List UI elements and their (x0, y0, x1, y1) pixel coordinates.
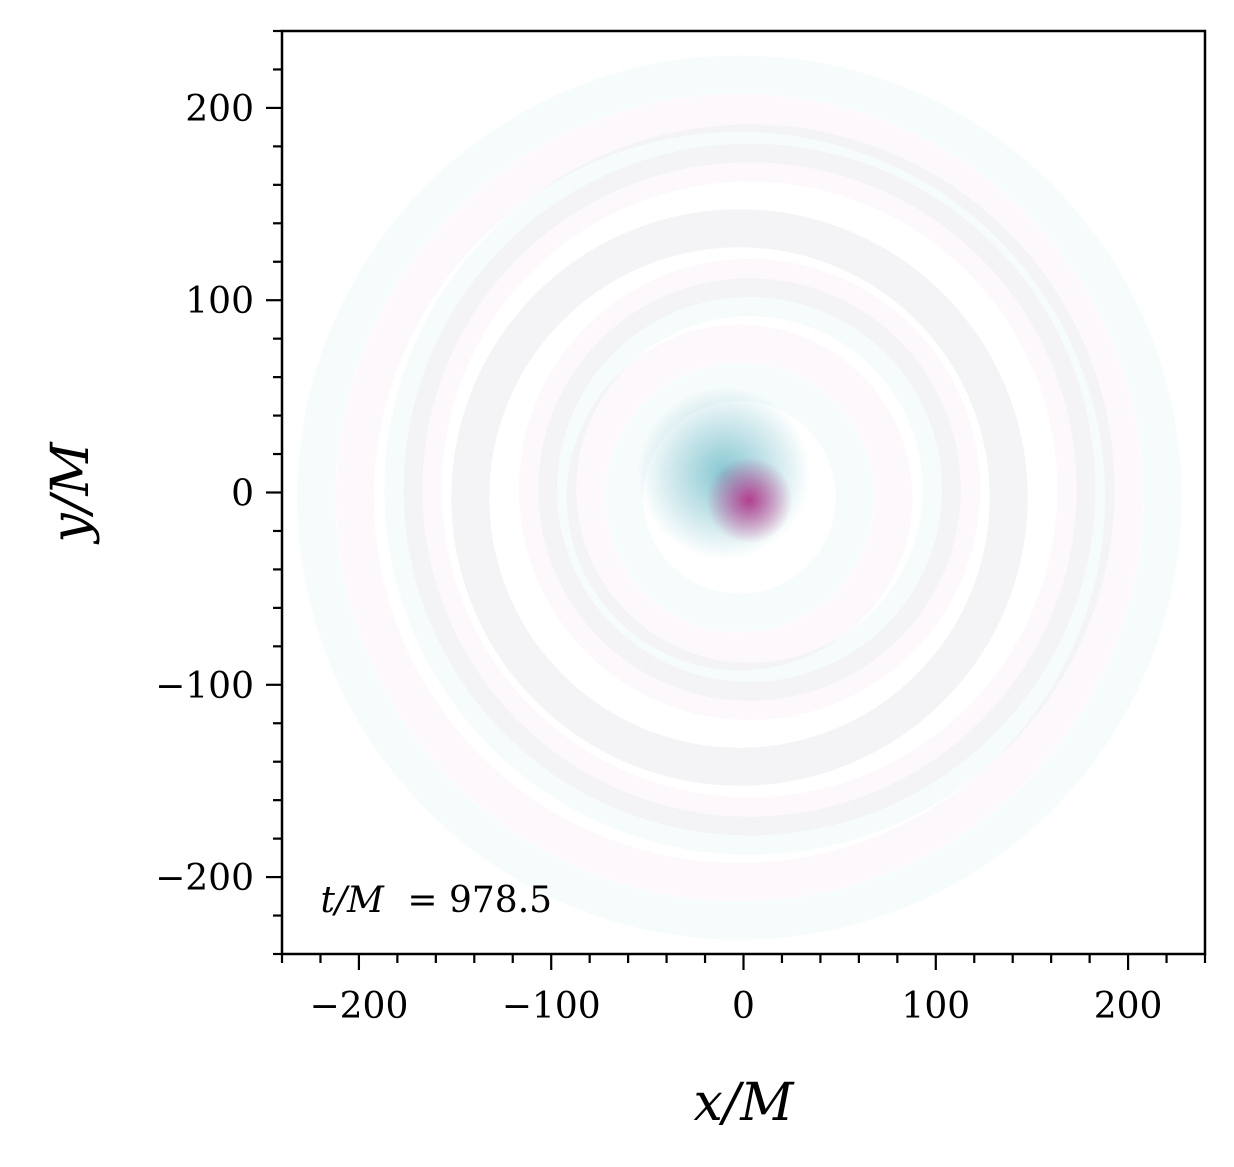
axis-ticks: −200 −100 0 100 200 −200 −100 0 100 200 (155, 29, 1207, 1027)
y-tick-label: 100 (185, 281, 254, 322)
time-annotation-var: t/M (320, 880, 385, 921)
field-heatmap (297, 55, 1182, 940)
time-annotation-value: 978.5 (449, 880, 552, 921)
wave-ring-positive (297, 55, 1182, 940)
negative-blob (706, 457, 793, 544)
wave-ring-positive (384, 124, 1115, 855)
time-annotation-eq: = (407, 880, 449, 921)
x-tick-label: 100 (901, 986, 970, 1027)
plot-frame (280, 29, 1207, 956)
y-tick-label: 200 (185, 89, 254, 130)
x-tick-label: −200 (309, 986, 408, 1027)
x-tick-label: −100 (502, 986, 601, 1027)
y-tick-label: 0 (231, 474, 254, 515)
x-tick-label: 0 (732, 986, 755, 1027)
y-tick-label: −200 (155, 858, 254, 899)
wave-ring-positive (538, 278, 961, 701)
x-tick-label: 200 (1094, 986, 1163, 1027)
x-axis-label: x/M (693, 1073, 795, 1133)
wave-ring-positive (451, 209, 1028, 786)
y-tick-label: −100 (155, 666, 254, 707)
y-axis-label: y/M (41, 441, 101, 545)
wave-ring-positive (605, 363, 874, 632)
time-annotation: t/M = 978.5 (320, 880, 552, 921)
